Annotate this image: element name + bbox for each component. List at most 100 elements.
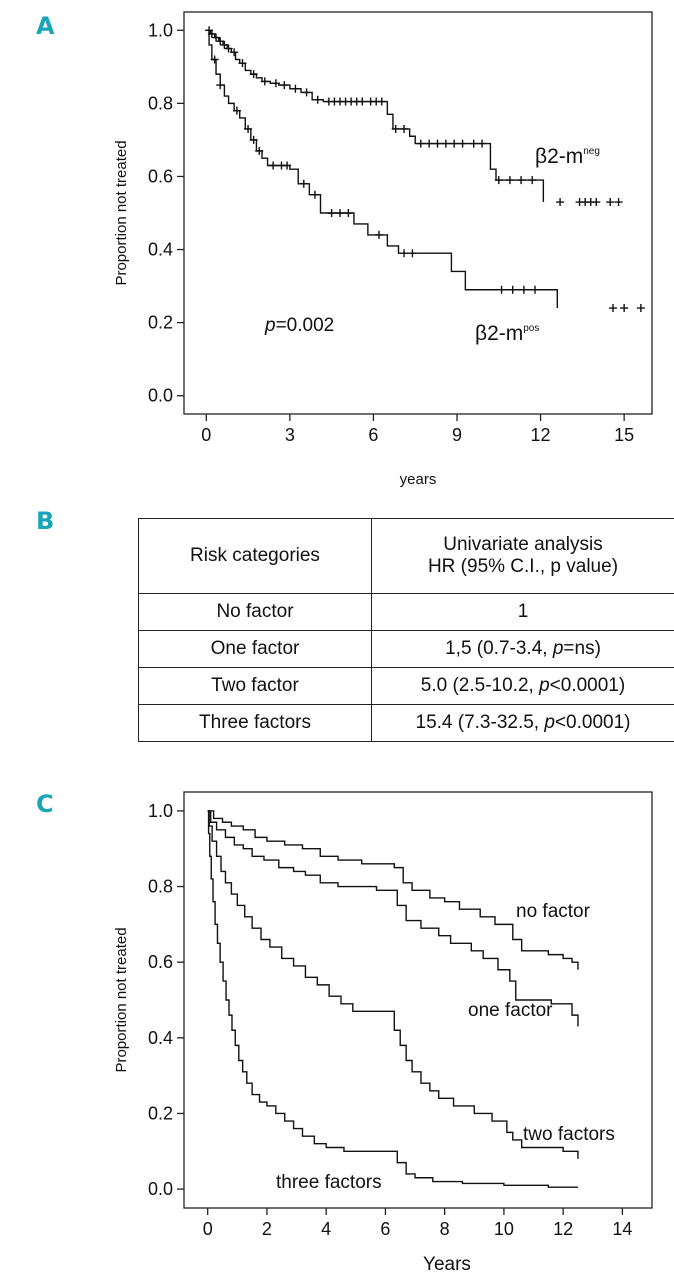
censor-mark xyxy=(614,198,623,207)
censor-mark xyxy=(508,285,517,294)
censor-mark xyxy=(269,161,278,170)
y-tick-label: 0.6 xyxy=(148,952,173,972)
censor-mark xyxy=(636,304,645,313)
x-axis-title: years xyxy=(400,471,437,488)
hr-text: 1 xyxy=(517,601,529,622)
y-tick-label: 1.0 xyxy=(148,20,173,40)
censor-mark xyxy=(425,139,434,148)
row-category: Three factors xyxy=(138,704,372,742)
censor-mark xyxy=(249,70,258,79)
censor-mark xyxy=(531,285,539,294)
y-tick-label: 0.0 xyxy=(148,386,173,406)
censor-mark xyxy=(528,176,537,185)
hr-p-label: p xyxy=(539,675,550,696)
censor-mark xyxy=(497,285,506,294)
censor-mark xyxy=(556,198,565,207)
censor-mark xyxy=(271,79,280,88)
hr-p-value: <0.0001) xyxy=(549,675,626,696)
censor-mark xyxy=(458,139,467,148)
censor-mark xyxy=(244,124,253,133)
censor-mark xyxy=(249,135,258,144)
censor-mark xyxy=(400,249,409,258)
y-axis-title: Proportion not treated xyxy=(113,927,130,1072)
censor-mark xyxy=(358,97,367,106)
censor-mark xyxy=(230,48,239,57)
series-label-b2m-pos: β2-mpos xyxy=(475,322,539,345)
panel-label-c: C xyxy=(36,790,54,818)
censor-mark xyxy=(224,44,233,53)
x-tick-label: 0 xyxy=(203,1219,213,1239)
x-tick-label: 2 xyxy=(262,1219,272,1239)
y-tick-label: 0.4 xyxy=(148,240,173,260)
chart-a: 0.0 0.2 0.4 0.6 0.8 1.0 0 3 6 9 12 15 Proportion not… xyxy=(113,11,653,488)
x-tick-label: 6 xyxy=(368,425,378,445)
table-row: Three factors 15.4 (7.3-32.5, p<0.0001) xyxy=(138,704,674,742)
plot-frame xyxy=(183,11,653,415)
censor-mark xyxy=(260,77,269,86)
x-tick-label: 15 xyxy=(614,425,634,445)
x-tick-label: 6 xyxy=(380,1219,390,1239)
table-row: No factor 1 xyxy=(138,593,674,631)
row-hr: 5.0 (2.5-10.2, p<0.0001) xyxy=(371,667,674,705)
censor-mark xyxy=(400,124,409,133)
series-b2m-neg-line xyxy=(206,29,545,203)
hr-p-value: =ns) xyxy=(563,638,601,659)
row-category: One factor xyxy=(138,630,372,668)
censor-mark xyxy=(299,179,308,188)
censor-mark xyxy=(255,146,264,155)
censor-mark xyxy=(505,176,514,185)
risk-table: Risk categories Univariate analysis HR (… xyxy=(138,518,674,742)
hr-text: 15.4 (7.3-32.5, xyxy=(415,712,545,733)
hr-text: 1,5 (0.7-3.4, xyxy=(445,638,553,659)
y-axis-title: Proportion not treated xyxy=(113,140,130,285)
panel-label-a: A xyxy=(36,12,55,40)
x-tick-label: 3 xyxy=(285,425,295,445)
y-tick-label: 0.4 xyxy=(148,1028,173,1048)
x-tick-label: 0 xyxy=(201,425,211,445)
censor-mark xyxy=(302,88,311,97)
header-univariate-line1: Univariate analysis xyxy=(443,534,603,555)
censor-mark xyxy=(408,249,417,258)
censor-mark xyxy=(327,209,336,217)
censor-mark xyxy=(609,304,617,313)
censor-mark xyxy=(216,81,225,90)
censor-mark xyxy=(450,139,459,148)
series-no-factor-line xyxy=(207,810,579,970)
censor-mark xyxy=(336,209,344,217)
series-label-two-factors: two factors xyxy=(523,1124,615,1145)
row-hr: 15.4 (7.3-32.5, p<0.0001) xyxy=(371,704,674,742)
censor-mark xyxy=(310,190,319,199)
censor-mark xyxy=(441,139,450,148)
censor-mark xyxy=(283,161,292,170)
censor-mark xyxy=(391,124,400,133)
censor-mark xyxy=(519,285,528,294)
censor-mark xyxy=(280,81,289,90)
censor-mark xyxy=(375,230,383,239)
y-tick-label: 0.0 xyxy=(148,1179,173,1199)
censor-mark xyxy=(517,176,526,185)
y-tick-label: 0.8 xyxy=(148,877,173,897)
y-tick-label: 0.6 xyxy=(148,166,173,186)
censor-mark xyxy=(216,37,225,46)
censor-mark xyxy=(478,139,487,148)
y-tick-label: 0.2 xyxy=(148,313,173,333)
series-two-factors-line xyxy=(207,810,579,1159)
chart-c: 0.0 0.2 0.4 0.6 0.8 1.0 0 2 4 6 8 10 12 14 Proportion … xyxy=(113,791,653,1275)
panel-label-b: B xyxy=(36,507,55,535)
header-univariate-line2: HR (95% C.I., p value) xyxy=(427,556,619,577)
censor-mark xyxy=(377,97,386,106)
series-label-b2m-neg: β2-mneg xyxy=(535,145,600,168)
row-category: Two factor xyxy=(138,667,372,705)
x-tick-label: 9 xyxy=(452,425,462,445)
y-tick-label: 0.2 xyxy=(148,1103,173,1123)
table-row: Two factor 5.0 (2.5-10.2, p<0.0001) xyxy=(138,667,674,705)
censor-mark xyxy=(313,95,322,104)
table-header-row: Risk categories Univariate analysis HR (… xyxy=(138,518,674,594)
row-hr: 1 xyxy=(371,593,674,631)
plot-frame xyxy=(183,791,653,1209)
censor-mark xyxy=(606,198,615,207)
series-label-three-factors: three factors xyxy=(276,1172,382,1193)
header-risk-categories: Risk categories xyxy=(138,518,372,594)
censor-mark xyxy=(592,198,601,207)
hr-p-label: p xyxy=(552,638,564,659)
